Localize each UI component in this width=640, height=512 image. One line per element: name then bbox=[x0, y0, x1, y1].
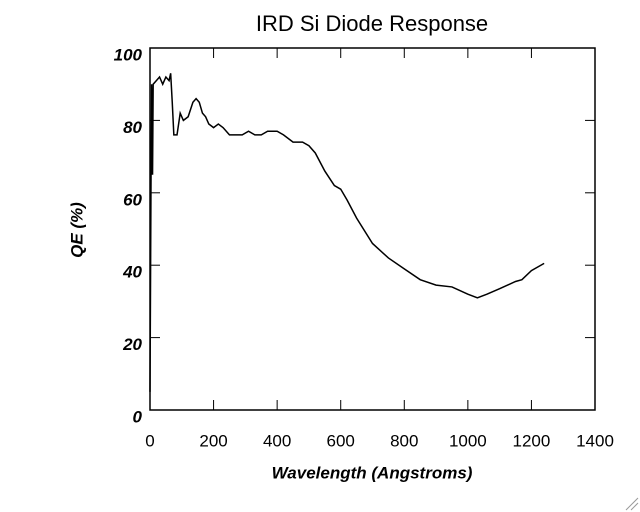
y-axis-label: QE (%) bbox=[67, 202, 86, 258]
x-tick-label: 1200 bbox=[513, 431, 551, 450]
y-tick-label: 40 bbox=[122, 263, 142, 282]
y-tick-label: 0 bbox=[133, 407, 143, 426]
x-tick-label: 600 bbox=[327, 431, 355, 450]
y-tick-label: 100 bbox=[114, 45, 143, 64]
chart-title: IRD Si Diode Response bbox=[256, 11, 488, 36]
data-line bbox=[149, 73, 545, 392]
x-tick-label: 1400 bbox=[576, 431, 614, 450]
resize-grip bbox=[625, 497, 639, 511]
x-tick-label: 0 bbox=[145, 431, 154, 450]
x-axis-label: Wavelength (Angstroms) bbox=[272, 463, 473, 482]
x-tick-label: 200 bbox=[199, 431, 227, 450]
y-tick-label: 80 bbox=[123, 118, 142, 137]
x-tick-label: 1000 bbox=[449, 431, 487, 450]
x-tick-label: 400 bbox=[263, 431, 291, 450]
y-tick-label: 20 bbox=[122, 335, 142, 354]
plot-frame bbox=[149, 47, 596, 411]
y-tick-label: 60 bbox=[123, 190, 142, 209]
x-tick-label: 800 bbox=[390, 431, 418, 450]
